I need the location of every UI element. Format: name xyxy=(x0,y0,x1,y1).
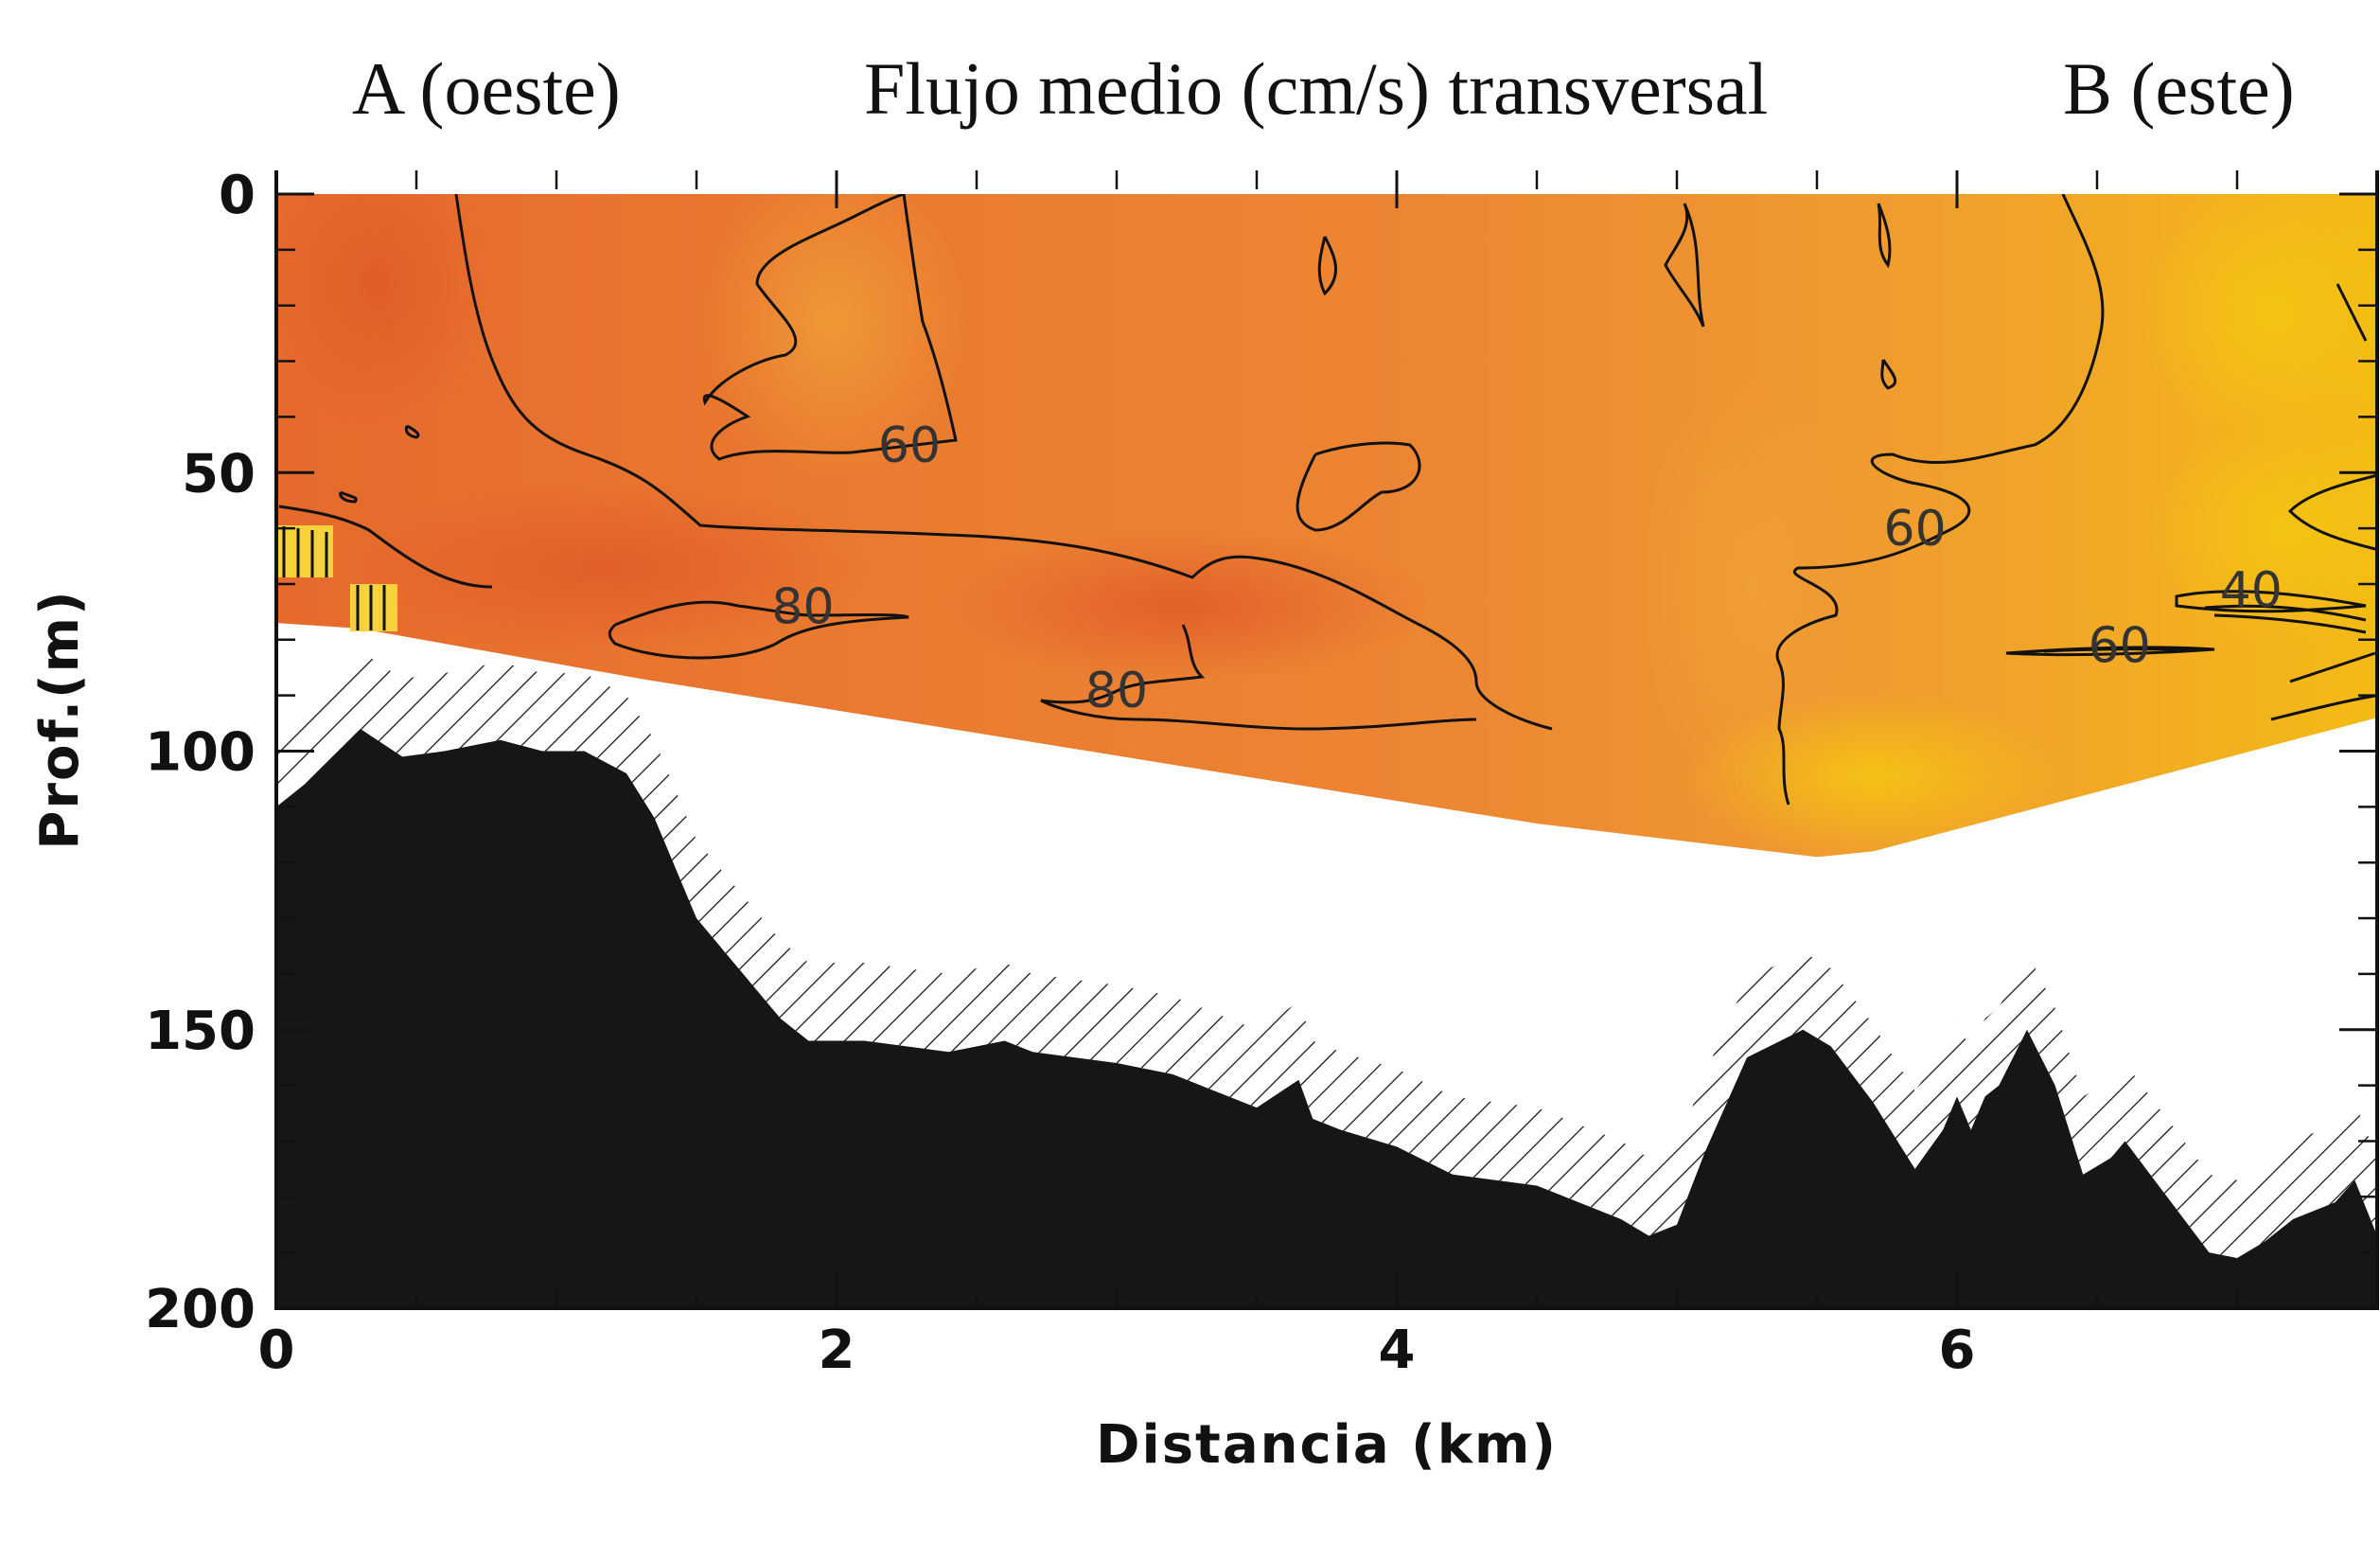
y-axis-label: Prof.(m) xyxy=(29,589,91,849)
hatched-band xyxy=(276,650,2377,1259)
contour-lines xyxy=(278,194,2377,806)
x-tick-label: 4 xyxy=(1379,1320,1416,1381)
y-tick-label: 50 xyxy=(182,443,256,505)
axes xyxy=(274,170,2379,1310)
contour-label: 80 xyxy=(771,578,834,635)
tick-marks xyxy=(274,170,2377,1310)
flow-field xyxy=(276,194,2377,858)
contour-label: 80 xyxy=(1085,663,1148,719)
x-tick-label: 2 xyxy=(819,1320,855,1381)
wall-edge-highlight xyxy=(276,525,397,631)
y-tick-label: 0 xyxy=(219,165,256,226)
contour-label: 60 xyxy=(1884,501,1947,558)
contour-label: 40 xyxy=(2220,562,2283,619)
contour-label: 60 xyxy=(878,417,941,474)
bathymetry-fill xyxy=(276,728,2377,1308)
x-tick-label: 6 xyxy=(1939,1320,1976,1381)
chart-title: Flujo medio (cm/s) transversal xyxy=(864,47,1768,130)
x-tick-label: 0 xyxy=(258,1320,295,1381)
y-tick-label: 100 xyxy=(145,722,256,784)
header-left-label: A (oeste) xyxy=(352,47,621,130)
y-tick-label: 200 xyxy=(145,1279,256,1340)
contour-label: 60 xyxy=(2089,618,2151,675)
x-axis-label: Distancia (km) xyxy=(1096,1414,1558,1476)
header-right-label: B (este) xyxy=(2063,47,2295,130)
contour-labels: 60 60 80 80 40 60 xyxy=(771,417,2282,719)
y-tick-label: 150 xyxy=(145,1001,256,1062)
